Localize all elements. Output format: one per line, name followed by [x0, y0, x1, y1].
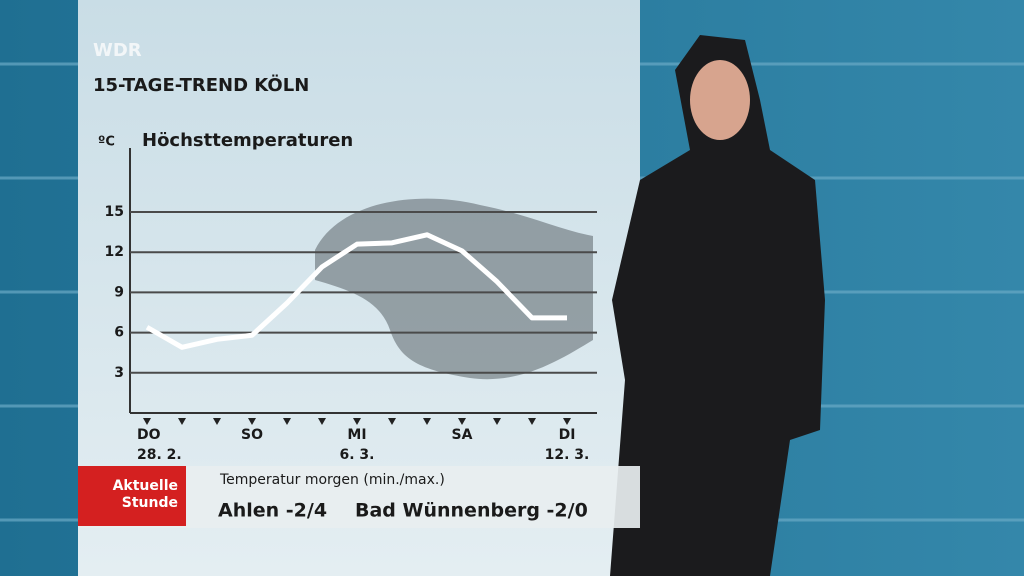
x-tick	[213, 418, 221, 425]
y-axis-label: ºC	[98, 135, 115, 150]
x-tick	[283, 418, 291, 425]
data-line	[145, 232, 567, 350]
ticker-item: Bad Wünnenberg -2/0	[355, 500, 588, 522]
x-tick	[493, 418, 501, 425]
x-tick-label: MI	[347, 427, 366, 443]
x-tick-label: DO	[137, 427, 161, 443]
x-tick-date: 12. 3.	[545, 447, 590, 463]
page-title: 15-TAGE-TREND KÖLN	[93, 74, 309, 96]
x-tick	[563, 418, 571, 425]
logo: WDR	[93, 40, 142, 61]
x-tick-label: SO	[241, 427, 263, 443]
x-tick-label: DI	[559, 427, 576, 443]
y-tick-label: 3	[114, 365, 124, 381]
x-tick	[318, 418, 326, 425]
y-tick-label: 9	[114, 284, 124, 300]
x-tick-date: 6. 3.	[340, 447, 375, 463]
y-tick-label: 15	[105, 204, 124, 220]
x-tick	[458, 418, 466, 425]
x-tick	[143, 418, 151, 425]
ticker-heading: Temperatur morgen (min./max.)	[219, 472, 445, 488]
chart-title: Höchsttemperaturen	[142, 130, 353, 151]
x-tick	[178, 418, 186, 425]
x-tick	[248, 418, 256, 425]
ticker-badge	[78, 466, 186, 526]
presenter	[610, 35, 825, 576]
x-tick-label: SA	[452, 427, 473, 443]
x-tick	[528, 418, 536, 425]
badge-box: Aktuelle Stunde	[112, 478, 178, 511]
x-tick	[388, 418, 396, 425]
badge-text: Aktuelle Stunde	[112, 478, 178, 511]
x-tick-date: 28. 2.	[137, 447, 182, 463]
y-tick-label: 6	[114, 325, 124, 341]
x-tick	[353, 418, 361, 425]
ticker-item: Ahlen -2/4	[218, 500, 327, 522]
presenter-face	[690, 60, 750, 140]
x-tick	[423, 418, 431, 425]
y-tick-label: 12	[105, 244, 124, 260]
